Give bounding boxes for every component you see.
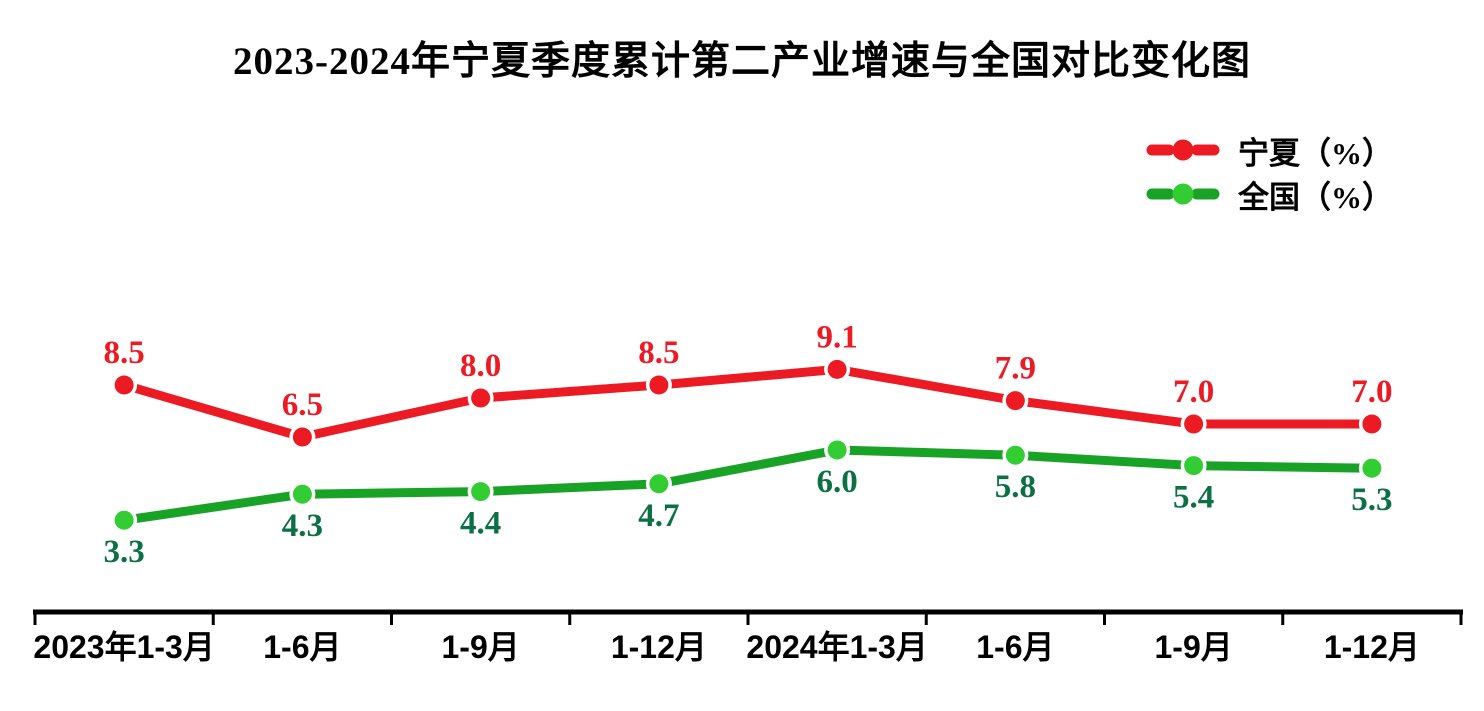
x-tick-label: 1-6月: [976, 629, 1054, 665]
data-point-marker: [114, 510, 134, 530]
data-point-marker: [1362, 458, 1382, 478]
data-label: 5.4: [1173, 480, 1214, 516]
x-tick-label: 1-6月: [263, 629, 341, 665]
x-axis: [33, 609, 1463, 625]
data-label: 7.0: [1351, 374, 1392, 410]
data-label: 8.5: [104, 335, 145, 371]
data-point-marker: [114, 375, 134, 395]
data-label: 7.0: [1173, 374, 1214, 410]
legend-item-national: 全国（%）: [1146, 174, 1393, 215]
chart-title: 2023-2024年宁夏季度累计第二产业增速与全国对比变化图: [233, 40, 1251, 83]
data-point-marker: [1184, 456, 1204, 476]
data-point-marker: [1362, 414, 1382, 434]
legend-label-national: 全国（%）: [1238, 179, 1393, 215]
x-tick-label: 1-9月: [441, 629, 519, 665]
national-line-marker-icon: [1146, 183, 1220, 205]
data-label: 8.0: [460, 348, 501, 384]
data-label: 4.3: [282, 508, 323, 544]
x-tick-label: 1-12月: [611, 629, 707, 665]
data-point-marker: [471, 388, 491, 408]
data-point-marker: [1184, 414, 1204, 434]
series-0: 8.5 6.5 8.0 8.5 9.1 7.9 7.0 7.0: [104, 319, 1393, 450]
x-tick-label: 1-12月: [1324, 629, 1420, 665]
data-label: 3.3: [104, 534, 145, 570]
data-point-marker: [827, 440, 847, 460]
data-point-marker: [292, 484, 312, 504]
data-point-marker: [1005, 445, 1025, 465]
data-point-marker: [649, 474, 669, 494]
data-point-marker: [292, 427, 312, 447]
x-tick-label: 2023年1-3月: [33, 629, 214, 665]
legend-item-ningxia: 宁夏（%）: [1146, 130, 1393, 171]
x-tick-label: 1-9月: [1154, 629, 1232, 665]
legend-label-ningxia: 宁夏（%）: [1238, 135, 1393, 171]
data-point-marker: [471, 482, 491, 502]
data-point-marker: [827, 359, 847, 379]
legend: 宁夏（%） 全国（%）: [1146, 130, 1393, 215]
x-axis-labels: 2023年1-3月 1-6月 1-9月 1-12月 2024年1-3月 1-6月 1-9月 1…: [33, 629, 1420, 665]
series-line: [119, 364, 1377, 442]
series-line: [119, 445, 1377, 525]
data-point-marker: [649, 375, 669, 395]
data-label: 6.0: [817, 464, 858, 500]
data-label: 8.5: [638, 335, 679, 371]
data-label: 9.1: [817, 319, 858, 355]
series-1: 3.3 4.3 4.4 4.7 6.0 5.8 5.4 5.3: [104, 437, 1393, 570]
data-label: 5.3: [1351, 482, 1392, 518]
data-label: 4.7: [638, 498, 679, 534]
data-label: 6.5: [282, 387, 323, 423]
data-label: 5.8: [995, 469, 1036, 505]
data-label: 4.4: [460, 506, 501, 542]
ningxia-line-marker-icon: [1146, 139, 1220, 161]
data-label: 7.9: [995, 351, 1036, 387]
x-tick-label: 2024年1-3月: [746, 629, 927, 665]
data-point-marker: [1005, 391, 1025, 411]
